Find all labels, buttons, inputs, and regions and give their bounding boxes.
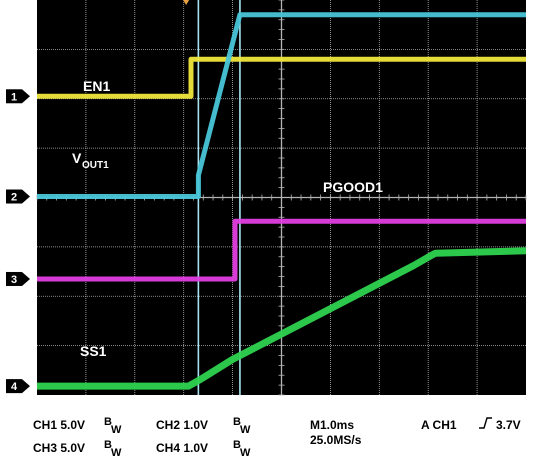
channel-marker-ch1: 1 [6,89,30,104]
timebase-readout: M1.0ms [310,418,354,432]
trigger-marker [183,0,190,5]
marker-box [6,89,22,104]
trace-label-ch2-main: V [72,150,82,166]
trace-group [37,12,527,390]
channel-marker-ch4: 4 [6,379,30,394]
marker-number: 4 [11,381,18,393]
trigger-level: 3.7V [496,418,521,432]
ch3-bw-w: W [111,447,122,459]
trace-label-ch4: SS1 [80,343,107,359]
marker-box [6,271,22,286]
marker-number: 2 [11,192,17,204]
trace-ch4 [37,247,527,390]
ch2-scale: CH2 1.0V [156,418,208,432]
channel-markers: 1 2 3 4 [6,89,30,394]
ch1-bw-w: W [111,424,122,436]
trace-labels: EN1 V OUT1 PGOOD1 SS1 [72,78,383,359]
ch2-scale-readout: CH2 1.0V B W [156,416,251,436]
trace-ch3 [37,218,526,282]
ch1-bw-b: B [104,416,112,428]
trigger-arrow [183,0,190,5]
ch2-bw-w: W [240,424,251,436]
trigger-source: A CH1 [421,418,457,432]
channel-marker-ch3: 3 [6,271,30,286]
marker-box [6,189,22,204]
trace-ch1 [37,56,526,99]
marker-arrow [22,379,30,394]
ch3-scale-readout: CH3 5.0V B W [33,439,122,459]
trace-label-ch2-subscript: OUT1 [82,160,109,171]
trace-label-ch2: V OUT1 [72,150,109,171]
marker-arrow [22,271,30,286]
marker-arrow [22,189,30,204]
ch4-scale: CH4 1.0V [156,441,208,455]
marker-arrow [22,89,30,104]
rising-edge-icon [479,417,492,429]
ch4-bw-w: W [240,447,251,459]
settings-readout: CH1 5.0V B W CH2 1.0V B W CH3 5.0V B W C… [33,416,521,459]
marker-number: 3 [11,274,17,286]
trace-ch2 [37,12,526,199]
ch3-scale: CH3 5.0V [33,441,85,455]
trace-label-ch3: PGOOD1 [323,179,383,195]
ch4-scale-readout: CH4 1.0V B W [156,439,251,459]
marker-box [6,379,22,394]
ch4-bw-b: B [233,439,241,451]
ch1-scale-readout: CH1 5.0V B W [33,416,122,436]
ch1-scale: CH1 5.0V [33,418,85,432]
sample-rate-readout: 25.0MS/s [310,433,362,447]
marker-number: 1 [11,91,17,103]
trigger-readout: A CH1 3.7V [421,417,521,432]
ch2-bw-b: B [233,416,241,428]
ch3-bw-b: B [104,439,112,451]
channel-marker-ch2: 2 [6,189,30,204]
trace-label-ch1: EN1 [83,78,110,94]
